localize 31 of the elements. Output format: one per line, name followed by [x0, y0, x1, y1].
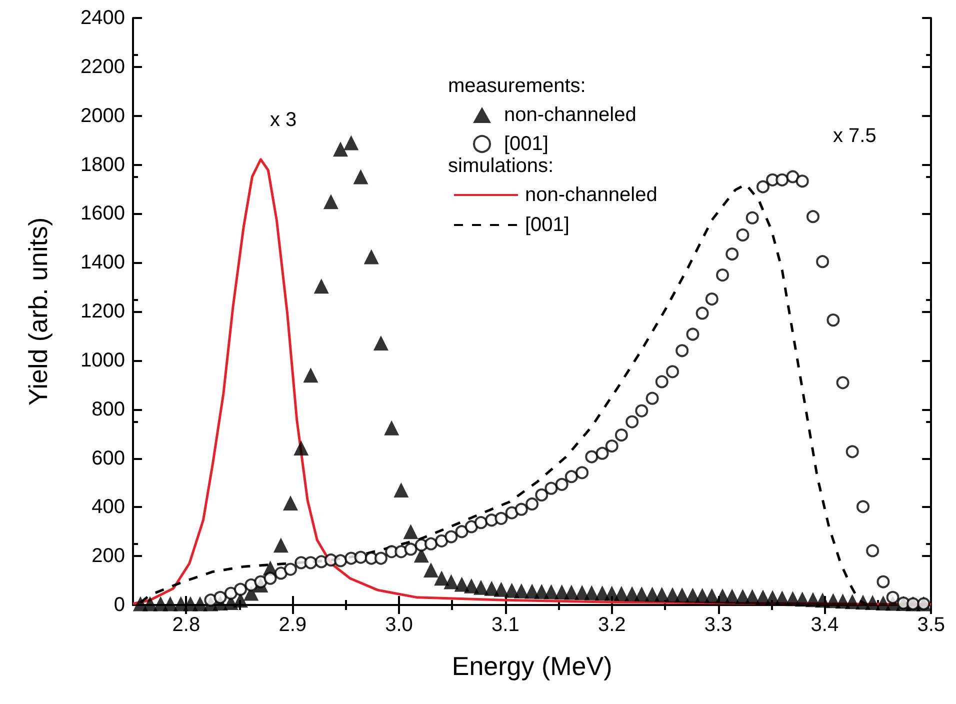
y-tick-label: 2400 [80, 7, 125, 29]
legend-label: non-channeled [525, 184, 658, 206]
y-tick-label: 800 [92, 398, 125, 420]
y-tick-label: 1400 [80, 252, 125, 274]
x-tick-label: 3.1 [492, 614, 520, 636]
annotation: simulations: [448, 155, 554, 177]
legend-label: [001] [504, 133, 548, 155]
y-tick-label: 400 [92, 496, 125, 518]
y-tick-label: 200 [92, 545, 125, 568]
y-tick-label: 600 [92, 447, 125, 470]
y-tick-label: 2000 [80, 104, 125, 127]
annotation: x 7.5 [833, 125, 876, 147]
y-tick-label: 1000 [80, 349, 125, 372]
x-axis-title: Energy (MeV) [452, 651, 612, 681]
legend-label: non-channeled [504, 104, 636, 126]
x-tick-label: 3.0 [385, 614, 413, 636]
x-tick-label: 3.3 [704, 614, 732, 636]
y-tick-label: 1600 [80, 202, 125, 225]
y-tick-label: 1200 [80, 300, 125, 322]
x-tick-label: 3.5 [917, 614, 946, 636]
annotation: x 3 [270, 109, 297, 131]
y-axis-title: Yield (arb. units) [23, 217, 53, 406]
x-tick-label: 3.4 [810, 614, 839, 636]
y-tick-label: 1800 [80, 154, 125, 176]
x-tick-label: 2.8 [172, 614, 200, 636]
y-tick-label: 0 [114, 594, 125, 616]
x-tick-label: 3.2 [598, 614, 626, 636]
legend-label: [001] [525, 214, 570, 236]
legend-title: measurements: [448, 75, 586, 97]
y-tick-label: 2200 [80, 56, 125, 78]
x-tick-label: 2.9 [278, 614, 307, 636]
